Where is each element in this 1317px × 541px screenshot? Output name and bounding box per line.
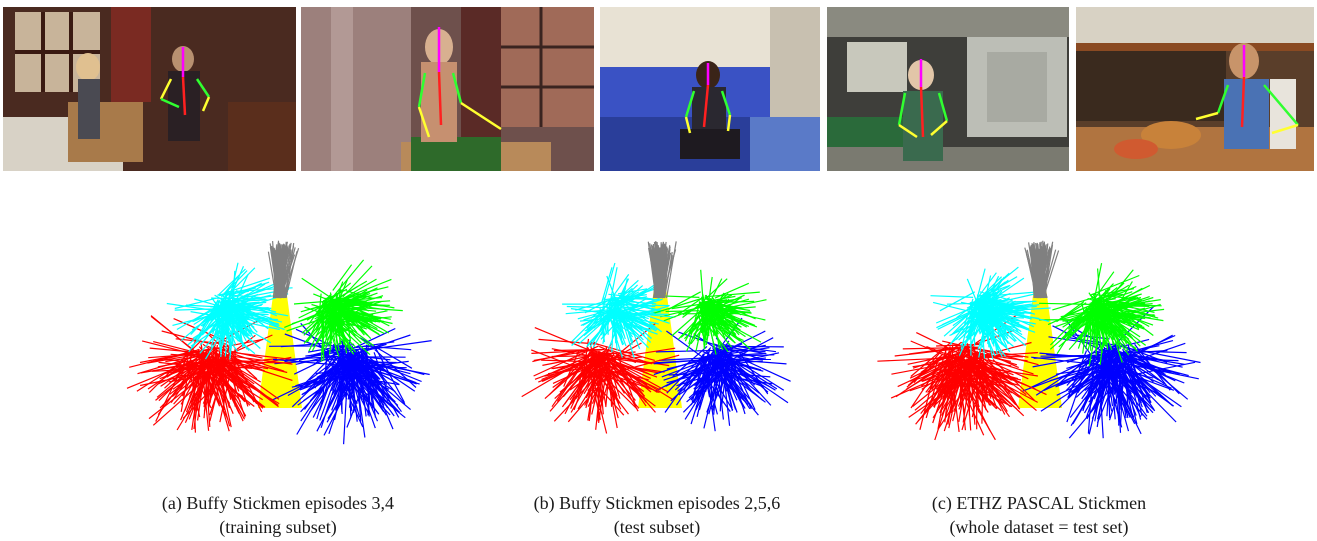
caption-b-line2: (test subset) <box>613 517 701 537</box>
caption-a: (a) Buffy Stickmen episodes 3,4 (trainin… <box>118 491 438 539</box>
photo-sofa-woman-image <box>600 7 820 171</box>
photo-bedroom-image <box>3 7 296 171</box>
photo-kitchen-man-image <box>1076 7 1314 171</box>
photo-kitchen-man <box>1076 7 1314 171</box>
photo-galley-attendant-image <box>827 7 1069 171</box>
caption-c: (c) ETHZ PASCAL Stickmen (whole dataset … <box>879 491 1199 539</box>
caption-b: (b) Buffy Stickmen episodes 2,5,6 (test … <box>497 491 817 539</box>
caption-a-line2: (training subset) <box>219 517 337 537</box>
stickmen-plot-b <box>521 241 791 434</box>
caption-a-line1: (a) Buffy Stickmen episodes 3,4 <box>161 493 395 513</box>
photo-galley-attendant <box>827 7 1069 171</box>
photo-window-woman <box>301 7 594 171</box>
caption-c-line2: (whole dataset = test set) <box>949 517 1129 537</box>
stickmen-plot-a <box>126 240 432 445</box>
photo-window-woman-image <box>301 7 594 171</box>
caption-b-line1: (b) Buffy Stickmen episodes 2,5,6 <box>533 493 781 513</box>
photo-bedroom <box>3 7 296 171</box>
stickmen-plot-c <box>877 240 1201 441</box>
photo-sofa-woman <box>600 7 820 171</box>
caption-c-line1: (c) ETHZ PASCAL Stickmen <box>931 493 1147 513</box>
